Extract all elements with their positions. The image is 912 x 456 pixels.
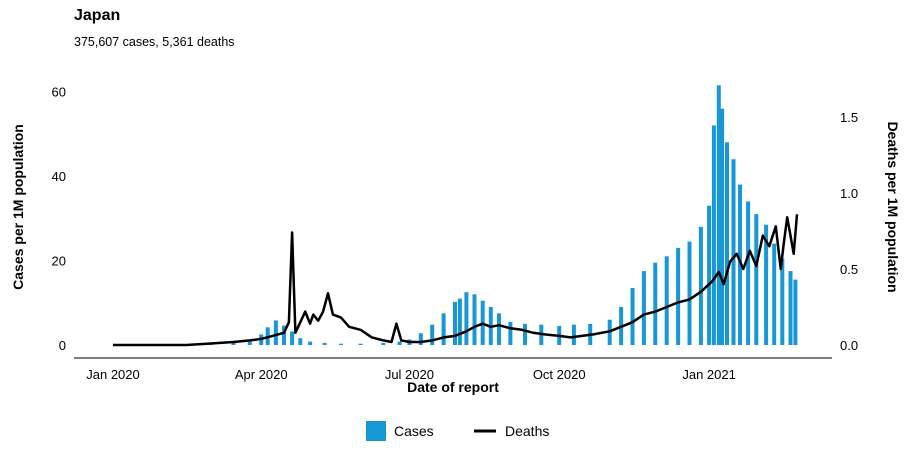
legend-cases-label: Cases: [394, 423, 434, 439]
y-left-axis-title: Cases per 1M population: [10, 124, 26, 290]
cases-bar: [397, 341, 402, 345]
cases-bar: [298, 338, 303, 345]
cases-bar: [746, 201, 751, 345]
x-tick-label: Jan 2020: [86, 367, 140, 382]
cases-bar: [339, 343, 343, 345]
cases-bar: [441, 313, 446, 345]
cases-bar: [273, 320, 278, 345]
y-right-tick-label: 0.0: [840, 338, 858, 353]
cases-bar: [731, 159, 736, 345]
y-right-tick-label: 1.0: [840, 186, 858, 201]
cases-bar: [725, 142, 729, 345]
cases-bar: [290, 331, 295, 345]
y-left-ticks: 0 20 40 60: [52, 85, 66, 353]
cases-bar: [780, 258, 785, 345]
y-right-tick-label: 1.5: [840, 110, 858, 125]
deaths-line: [113, 214, 799, 347]
y-right-axis-title: Deaths per 1M population: [885, 121, 901, 292]
cases-bar: [664, 256, 669, 345]
cases-bar: [676, 247, 681, 345]
cases-bar: [418, 333, 423, 345]
cases-bar: [231, 342, 236, 345]
cases-bar: [788, 271, 793, 345]
cases-bar: [457, 298, 462, 345]
legend: Cases Deaths: [366, 421, 549, 441]
cases-bar: [282, 325, 286, 345]
y-left-tick-label: 60: [52, 85, 66, 100]
cases-bar: [772, 243, 777, 345]
cases-bar: [358, 343, 363, 345]
x-ticks: Jan 2020 Apr 2020 Jul 2020 Oct 2020 Jan 2021: [86, 367, 736, 382]
y-right-ticks: 0.0 0.5 1.0 1.5: [840, 110, 858, 353]
cases-bars: [208, 85, 798, 346]
cases-bar: [641, 271, 646, 345]
cases-bar: [630, 288, 635, 345]
chart-title: Japan: [74, 7, 121, 24]
cases-bar: [497, 313, 501, 345]
y-left-tick-label: 0: [59, 338, 66, 353]
y-left-tick-label: 40: [52, 169, 66, 184]
cases-bar: [322, 342, 327, 345]
legend-cases-swatch: [366, 421, 386, 441]
cases-bar: [247, 339, 252, 345]
y-left-tick-label: 20: [52, 254, 66, 269]
cases-bar: [571, 324, 576, 345]
cases-bar: [707, 205, 712, 345]
cases-bar: [308, 341, 313, 345]
cases-bar: [381, 342, 386, 345]
cases-bar: [738, 184, 742, 345]
cases-bar: [754, 214, 759, 345]
x-tick-label: Apr 2020: [235, 367, 288, 382]
x-tick-label: Jan 2021: [682, 367, 736, 382]
cases-bar: [523, 323, 527, 345]
x-tick-label: Oct 2020: [533, 367, 586, 382]
chart-subtitle: 375,607 cases, 5,361 deaths: [74, 35, 235, 49]
x-tick-label: Jul 2020: [385, 367, 434, 382]
cases-bar: [430, 324, 435, 345]
cases-bar: [716, 85, 721, 346]
cases-bar: [653, 262, 658, 345]
cases-bar: [720, 108, 725, 345]
cases-bar: [793, 279, 798, 345]
cases-bar: [472, 294, 477, 345]
cases-bar: [687, 241, 692, 345]
cases-bar: [464, 292, 469, 345]
y-right-tick-label: 0.5: [840, 262, 858, 277]
cases-bar: [508, 321, 513, 345]
cases-bar: [711, 125, 716, 346]
legend-deaths-label: Deaths: [505, 423, 549, 439]
cases-bar: [698, 226, 703, 345]
cases-bar: [453, 301, 457, 345]
x-axis-title: Date of report: [407, 379, 499, 395]
cases-bar: [764, 224, 769, 345]
